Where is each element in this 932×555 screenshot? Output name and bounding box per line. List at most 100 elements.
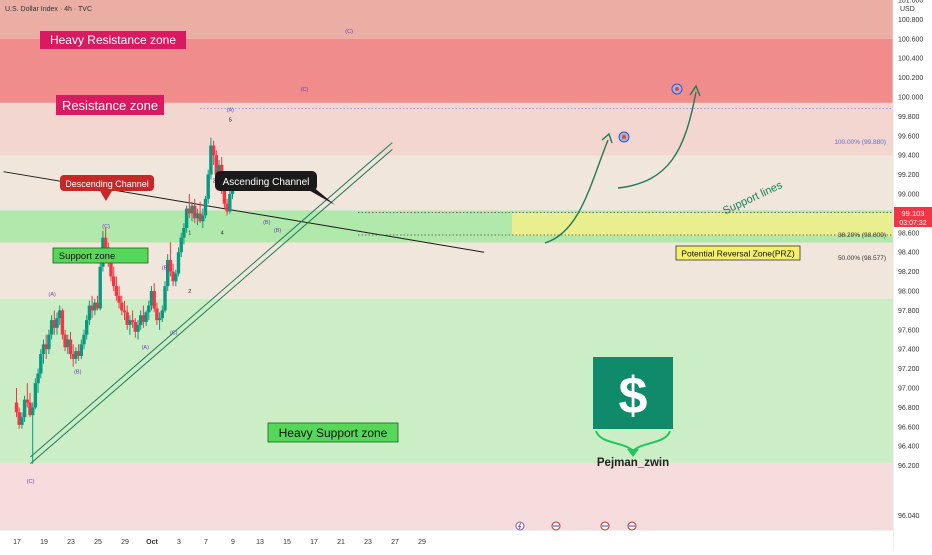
candles-layer: [14, 137, 235, 464]
support-line-1[interactable]: [30, 149, 393, 465]
x-tick-label: 25: [94, 539, 102, 546]
candle-body: [49, 320, 54, 335]
candle-body: [63, 334, 67, 348]
wave-label: (A): [48, 292, 56, 298]
projection-arrowhead-2: [689, 84, 701, 97]
ascending-channel-label[interactable]: Ascending Channel: [215, 171, 335, 205]
x-tick-label: 13: [256, 539, 264, 546]
support-zone-label[interactable]: Support zone: [52, 247, 149, 264]
prz-label-text: Potential Reversal Zone(PRZ): [681, 249, 795, 259]
candle-body: [206, 174, 210, 199]
x-tick-label: Oct: [146, 539, 158, 546]
candle-body: [52, 320, 56, 328]
target-marker-2-dot: [675, 87, 679, 91]
y-tick-label: 101.000: [898, 0, 923, 5]
candle-body: [193, 205, 197, 219]
wave-label: 4: [221, 231, 224, 237]
current-price-badge: 99.103 03:07:32: [894, 207, 932, 227]
candle-body: [179, 237, 183, 253]
y-tick-label: 100.800: [898, 17, 923, 24]
candle-body: [55, 318, 59, 328]
symbol-title: U.S. Dollar Index · 4h · TVC: [5, 6, 92, 13]
y-tick-label: 97.200: [898, 366, 920, 373]
y-tick-label: 98.000: [898, 289, 920, 296]
candle-body: [31, 407, 35, 416]
y-tick-label: 99.200: [898, 172, 920, 179]
heavy-resistance-label[interactable]: Heavy Resistance zone: [40, 31, 186, 49]
fib-382-label: 38.20% (98.809): [838, 232, 886, 239]
support-line-2[interactable]: [30, 142, 393, 458]
candle-body: [176, 252, 181, 274]
candle-body: [17, 412, 21, 425]
wave-label: (B): [74, 369, 82, 375]
candle-body: [174, 273, 178, 282]
fib-100-label: 100.00% (99.880): [834, 139, 886, 146]
candle-body: [155, 308, 159, 321]
candle-body: [93, 302, 97, 311]
wave-label: (B): [263, 220, 271, 226]
price-axis[interactable]: 101.000 100.800 100.600 100.400 100.200 100.0…: [892, 0, 932, 550]
candle-body: [82, 334, 86, 345]
x-tick-label: 15: [283, 539, 291, 546]
wave-label: (C): [102, 224, 110, 230]
descending-channel-label-text: Descending Channel: [65, 179, 149, 189]
time-axis[interactable]: 17 19 23 25 29 Oct 3 7 9 13 15 17 21 23 27 29: [0, 529, 893, 550]
candle-body: [184, 208, 189, 228]
candle-body: [114, 286, 119, 296]
x-tick-label: 17: [13, 539, 21, 546]
candle-body: [149, 291, 154, 306]
currency-label: USD: [900, 6, 915, 13]
candle-body: [141, 315, 146, 323]
projection-arrow-1: [544, 139, 609, 244]
wave-label: (C): [170, 331, 178, 337]
y-tick-label: 98.600: [898, 230, 920, 237]
candle-body: [182, 227, 186, 238]
candle-body: [166, 259, 170, 287]
wave-label: (C): [301, 87, 309, 93]
wave-label: 2: [188, 289, 191, 295]
event-lightning-icon: [515, 521, 525, 531]
heavy-support-label[interactable]: Heavy Support zone: [267, 422, 399, 443]
lower-band: [0, 463, 893, 530]
candle-body: [44, 344, 48, 350]
resistance-label[interactable]: Resistance zone: [56, 95, 164, 115]
candle-body: [195, 213, 200, 219]
candle-body: [95, 302, 100, 309]
descending-channel-label[interactable]: Descending Channel: [60, 175, 154, 201]
projection-arrowhead-1: [601, 132, 613, 144]
candle-body: [198, 213, 202, 222]
candle-body: [152, 291, 156, 309]
candle-body: [225, 203, 229, 212]
candle-body: [125, 312, 129, 325]
x-tick-label: 7: [204, 539, 208, 546]
x-tick-label: 3: [177, 539, 181, 546]
prz-label[interactable]: Potential Reversal Zone(PRZ): [675, 245, 801, 261]
candle-body: [103, 237, 108, 248]
candle-body: [47, 334, 51, 350]
support-zone-label-text: Support zone: [59, 251, 116, 262]
candle-body: [22, 399, 27, 418]
candle-body: [25, 399, 29, 403]
candle-body: [41, 344, 46, 355]
economic-events[interactable]: [515, 521, 637, 531]
candle-body: [122, 310, 127, 313]
zone-heavy-support-zone: [0, 298, 893, 464]
candle-body: [85, 320, 89, 335]
zone-potential-reversal-zone-prz: [512, 212, 893, 236]
wave-labels-layer: (A)(B)(C)(A)(B)(C)(C)12345(A)(B)(B)(C)(C…: [27, 29, 353, 485]
ascending-channel-label-text: Ascending Channel: [223, 177, 310, 188]
candle-body: [28, 402, 32, 416]
candle-body: [201, 215, 205, 222]
candle-body: [71, 354, 75, 359]
candle-body: [214, 155, 218, 175]
y-tick-label: 96.800: [898, 405, 920, 412]
y-tick-label: 97.600: [898, 327, 920, 334]
x-tick-label: 27: [391, 539, 399, 546]
candle-body: [217, 164, 221, 175]
wave-label: 5: [229, 117, 232, 123]
y-tick-label: 97.400: [898, 347, 920, 354]
candle-body: [160, 310, 164, 319]
y-tick-label: 97.000: [898, 386, 920, 393]
candle-body: [130, 320, 135, 323]
